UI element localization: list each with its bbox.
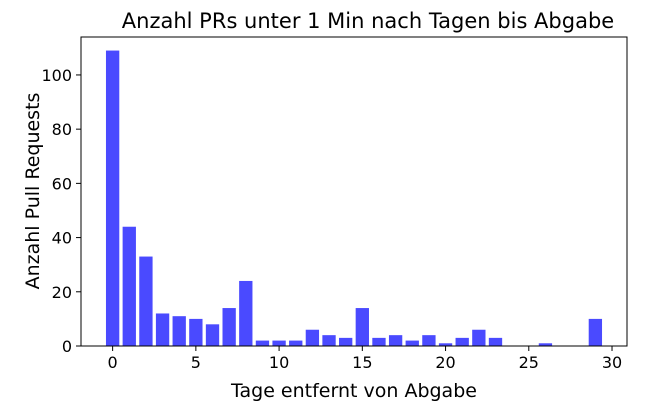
bar-day-13 bbox=[322, 335, 336, 346]
x-axis-ticks: 0 5 10 15 20 25 30 bbox=[108, 346, 622, 372]
bar-day-15 bbox=[355, 308, 369, 346]
x-tick-label: 30 bbox=[602, 353, 622, 372]
x-tick-label: 25 bbox=[519, 353, 539, 372]
bars-group bbox=[105, 50, 603, 346]
y-tick-label: 0 bbox=[62, 337, 72, 356]
plot-frame bbox=[80, 36, 628, 347]
bar-day-20 bbox=[438, 343, 453, 346]
y-tick-label: 40 bbox=[52, 229, 72, 248]
bar-day-21 bbox=[455, 337, 469, 346]
bar-day-17 bbox=[388, 335, 403, 346]
bar-day-6 bbox=[205, 324, 220, 346]
bar-day-23 bbox=[488, 337, 503, 346]
bar-day-29 bbox=[588, 318, 603, 346]
y-axis-label: Anzahl Pull Requests bbox=[22, 93, 44, 290]
bar-day-2 bbox=[139, 256, 153, 346]
x-axis-label: Tage entfernt von Abgabe bbox=[230, 380, 477, 402]
bar-day-12 bbox=[305, 329, 320, 346]
bar-day-9 bbox=[255, 340, 270, 346]
bar-day-16 bbox=[372, 337, 386, 346]
y-tick-label: 60 bbox=[52, 174, 72, 193]
y-tick-label: 80 bbox=[52, 120, 72, 139]
bar-day-22 bbox=[472, 329, 486, 346]
bar-day-5 bbox=[189, 318, 203, 346]
bar-day-7 bbox=[222, 308, 236, 346]
bar-day-0 bbox=[105, 50, 120, 346]
chart-title: Anzahl PRs unter 1 Min nach Tagen bis Ab… bbox=[122, 9, 614, 33]
bar-day-18 bbox=[405, 340, 419, 346]
bar-day-8 bbox=[239, 280, 253, 346]
bar-day-4 bbox=[172, 316, 186, 346]
x-tick-label: 0 bbox=[108, 353, 118, 372]
y-tick-label: 20 bbox=[52, 283, 72, 302]
y-tick-label: 100 bbox=[41, 66, 72, 85]
bar-day-11 bbox=[289, 340, 303, 346]
x-tick-label: 15 bbox=[352, 353, 372, 372]
bar-day-19 bbox=[422, 335, 436, 346]
x-tick-label: 5 bbox=[191, 353, 201, 372]
bar-day-3 bbox=[155, 313, 170, 346]
bar-day-1 bbox=[122, 226, 136, 346]
x-tick-label: 20 bbox=[435, 353, 455, 372]
bar-day-26 bbox=[538, 343, 553, 346]
bar-day-10 bbox=[272, 340, 286, 346]
y-axis-ticks: 0 20 40 60 80 100 bbox=[41, 66, 81, 356]
bar-day-14 bbox=[339, 337, 353, 346]
x-tick-label: 10 bbox=[269, 353, 289, 372]
